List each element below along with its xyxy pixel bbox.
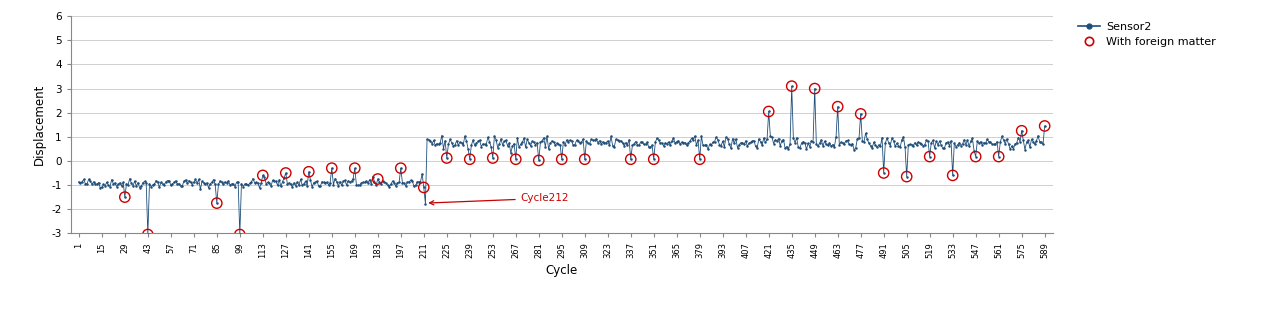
Point: [253, 173, 273, 178]
Point: [298, 169, 318, 174]
Legend: Sensor2, With foreign matter: Sensor2, With foreign matter: [1079, 22, 1216, 47]
Point: [367, 177, 388, 182]
X-axis label: Cycle: Cycle: [546, 264, 578, 277]
Point: [506, 156, 526, 162]
Point: [437, 156, 457, 161]
Point: [827, 104, 847, 109]
Point: [759, 109, 779, 114]
Point: [574, 156, 594, 162]
Point: [413, 185, 434, 190]
Point: [643, 156, 664, 162]
Point: [896, 174, 917, 179]
Point: [805, 86, 826, 91]
Point: [620, 156, 641, 162]
Point: [460, 156, 480, 162]
Point: [344, 166, 365, 171]
Point: [529, 158, 550, 163]
Point: [782, 84, 802, 89]
Point: [966, 154, 986, 159]
Point: [207, 201, 227, 206]
Point: [942, 173, 963, 178]
Point: [483, 156, 503, 161]
Point: [850, 111, 871, 117]
Point: [1035, 123, 1055, 129]
Point: [390, 166, 411, 171]
Point: [919, 154, 940, 159]
Point: [321, 166, 342, 171]
Text: Cycle212: Cycle212: [430, 193, 569, 205]
Point: [114, 194, 135, 200]
Point: [552, 156, 573, 162]
Point: [1012, 128, 1032, 133]
Point: [873, 170, 894, 176]
Point: [690, 156, 710, 162]
Point: [137, 232, 158, 237]
Point: [230, 232, 250, 237]
Point: [276, 170, 297, 176]
Point: [989, 154, 1009, 159]
Y-axis label: Displacement: Displacement: [32, 84, 46, 166]
